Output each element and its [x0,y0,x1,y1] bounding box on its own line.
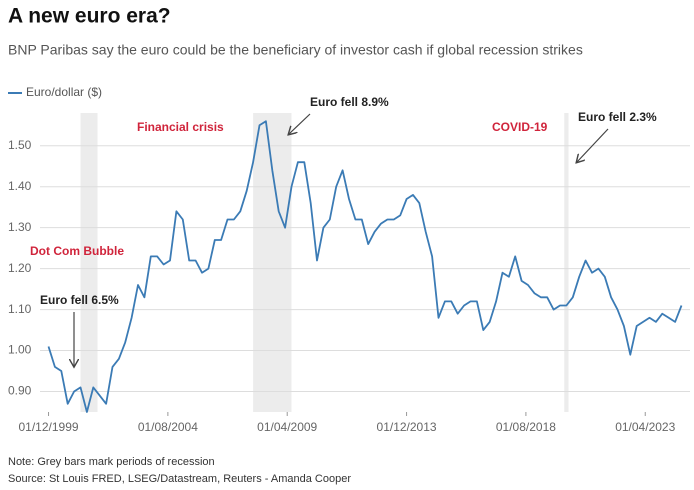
plot: 0.90 1.00 1.10 1.20 1.30 1.40 1.50 01/12/1999 01… [8,113,690,434]
x-tick-label: 01/04/2023 [615,420,675,434]
y-tick-label: 1.30 [8,220,32,234]
arrow [577,128,609,162]
y-tick-label: 1.00 [8,343,32,357]
y-tick-label: 1.50 [8,138,32,152]
annotation: Financial crisis [137,120,224,134]
recession-band [253,113,292,412]
annotation: COVID-19 [492,120,548,134]
data-line [47,120,683,413]
y-tick-label: 0.90 [8,384,32,398]
annotation: Dot Com Bubble [30,244,124,258]
chart-subtitle: BNP Paribas say the euro could be the be… [8,42,583,58]
arrow [289,113,311,134]
note: Note: Grey bars mark periods of recessio… [8,456,215,468]
source: Source: St Louis FRED, LSEG/Datastream, … [8,473,351,485]
chart-title: A new euro era? [8,5,171,28]
recession-band [80,113,98,412]
x-tick-label: 01/08/2018 [496,420,556,434]
annotation: Euro fell 2.3% [578,110,657,124]
annotation: Euro fell 6.5% [40,293,119,307]
x-tick-label: 01/12/1999 [18,420,78,434]
legend-label: Euro/dollar ($) [26,85,102,99]
recession-band [564,113,569,412]
x-tick-label: 01/12/2013 [377,420,437,434]
y-tick-label: 1.20 [8,261,32,275]
annotation: Euro fell 8.9% [310,95,389,109]
y-tick-label: 1.10 [8,302,32,316]
x-tick-label: 01/04/2009 [257,420,317,434]
y-tick-label: 1.40 [8,179,32,193]
x-tick-label: 01/08/2004 [138,420,198,434]
